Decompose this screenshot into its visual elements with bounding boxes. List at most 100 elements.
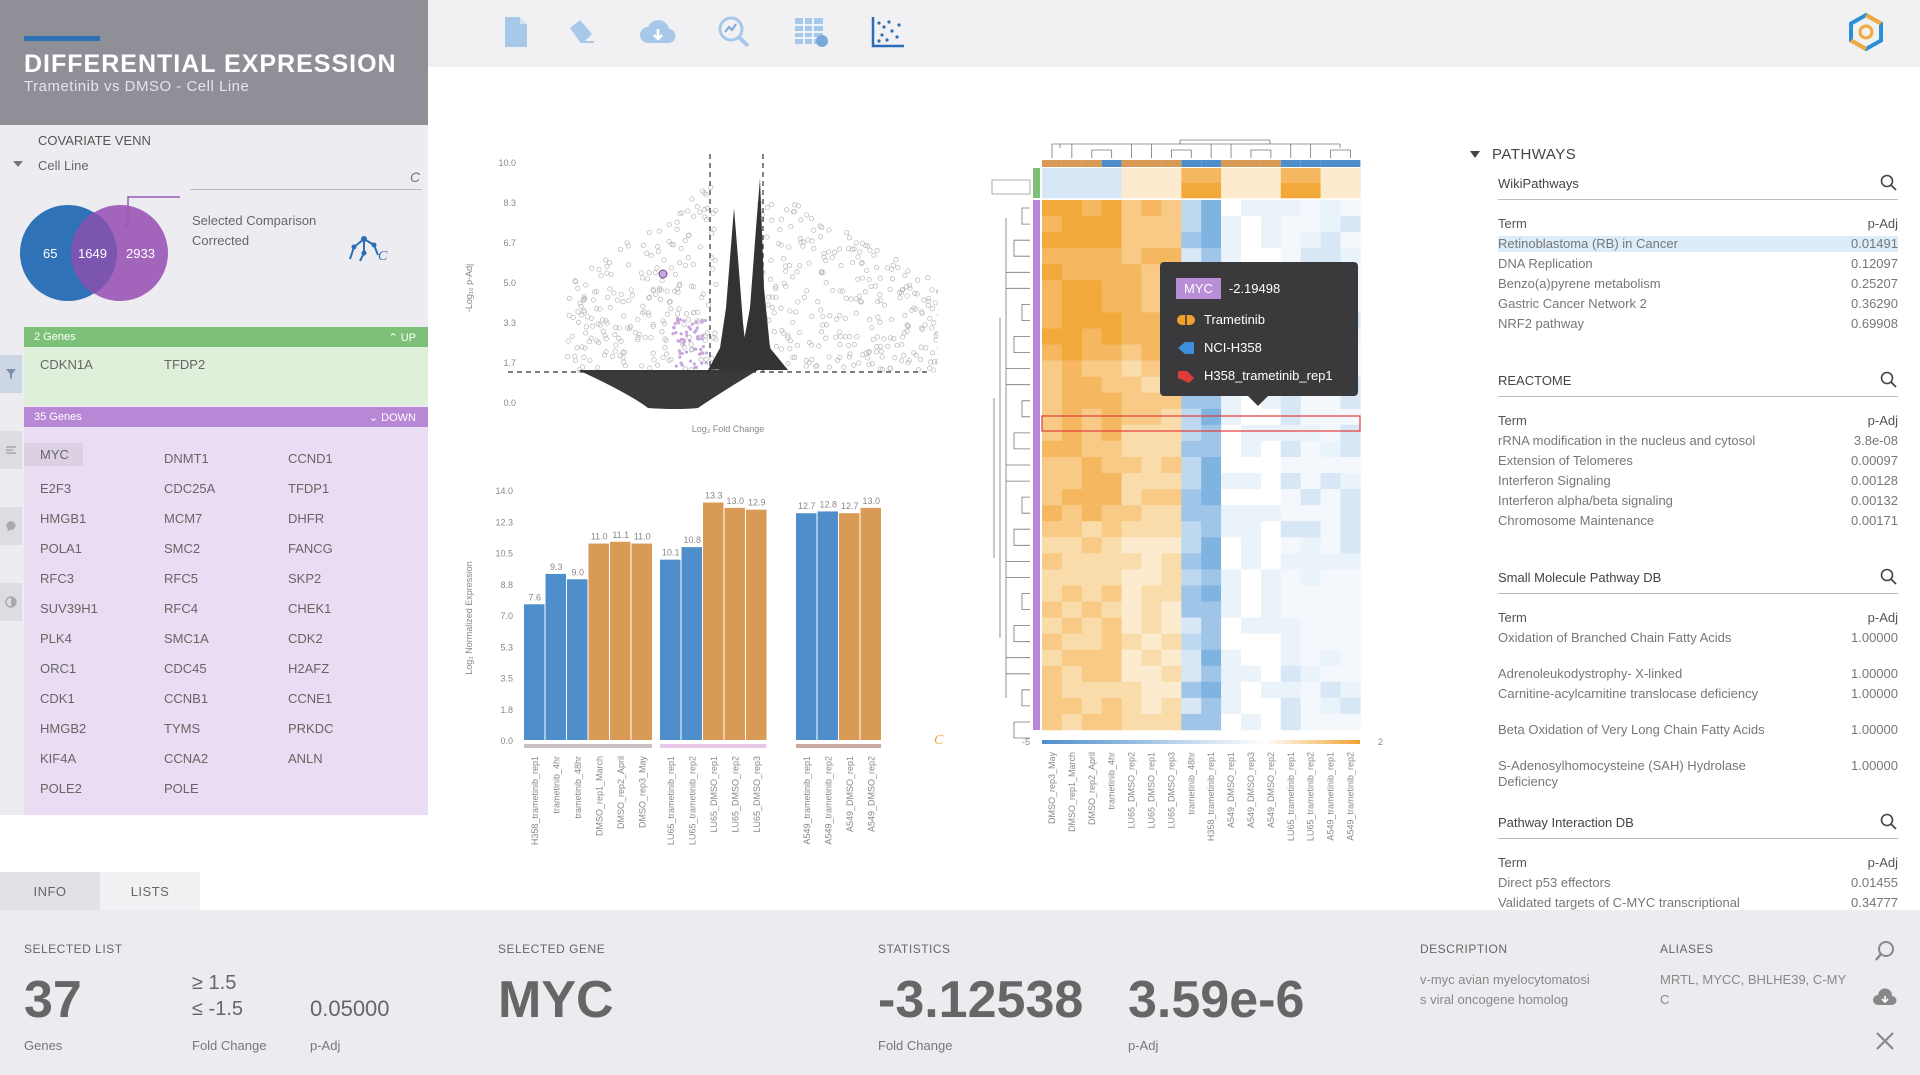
search-chart-icon[interactable] <box>714 14 754 50</box>
down-gene-item[interactable]: TFDP1 <box>288 481 330 496</box>
pathway-row[interactable]: Direct p53 effectors 0.01455 <box>1498 875 1898 891</box>
pathway-row[interactable]: Beta Oxidation of Very Long Chain Fatty … <box>1498 722 1898 738</box>
down-gene-item[interactable]: ORC1 <box>40 661 77 676</box>
heatmap-cell <box>1280 649 1301 667</box>
down-gene-item[interactable]: POLE <box>164 781 199 796</box>
up-list-header[interactable]: 2 Genes ⌃ UP <box>24 327 428 347</box>
search-icon[interactable] <box>1874 940 1896 967</box>
down-gene-item[interactable]: TYMS <box>164 721 201 736</box>
down-gene-item[interactable]: SKP2 <box>288 571 322 586</box>
pathway-row[interactable]: Adrenoleukodystrophy- X-linked 1.00000 <box>1498 666 1898 682</box>
genes-label: Genes <box>24 1038 63 1053</box>
pathway-row[interactable]: Validated targets of C-MYC transcription… <box>1498 895 1898 910</box>
volcano-plot[interactable]: -Log₁₀ p-Adj 10.0 8.3 6.7 5.0 3.3 1.7 0.0 Log₂… <box>458 148 938 444</box>
side-tab-filter[interactable] <box>0 355 22 393</box>
down-gene-item[interactable]: CCNE1 <box>288 691 333 706</box>
pathway-row[interactable]: Oxidation of Branched Chain Fatty Acids 1… <box>1498 630 1898 646</box>
down-gene-item[interactable]: CHEK1 <box>288 601 332 616</box>
pathway-db-header[interactable]: WikiPathways <box>1498 174 1898 200</box>
pathway-row[interactable]: Benzo(a)pyrene metabolism 0.25207 <box>1498 276 1898 292</box>
up-gene-item[interactable]: TFDP2 <box>164 357 206 372</box>
down-gene-item[interactable]: CDK1 <box>40 691 75 706</box>
down-gene-item[interactable]: HMGB1 <box>40 511 87 526</box>
table-view-icon[interactable] <box>792 14 832 50</box>
pathway-db-header[interactable]: Pathway Interaction DB <box>1498 813 1898 839</box>
down-gene-item[interactable]: RFC5 <box>164 571 198 586</box>
covariate-select[interactable]: Cell Line <box>38 158 89 173</box>
down-gene-item[interactable]: DNMT1 <box>164 451 209 466</box>
down-gene-item[interactable]: CCND1 <box>288 451 333 466</box>
down-gene-item[interactable]: H2AFZ <box>288 661 330 676</box>
logo-icon[interactable] <box>1846 12 1886 52</box>
side-tab-list[interactable] <box>0 431 22 469</box>
down-gene-item[interactable]: RFC4 <box>164 601 198 616</box>
down-gene-item[interactable]: CDK2 <box>288 631 323 646</box>
down-gene-item[interactable]: CCNB1 <box>164 691 209 706</box>
pathway-row[interactable]: Interferon alpha/beta signaling 0.00132 <box>1498 493 1898 509</box>
down-gene-item[interactable]: SMC2 <box>164 541 201 556</box>
pathway-row[interactable]: Interferon Signaling 0.00128 <box>1498 473 1898 489</box>
down-gene-item[interactable]: ANLN <box>288 751 323 766</box>
search-icon[interactable] <box>1880 174 1898 195</box>
bar-chart[interactable]: Log₂ Normalized Expression 14.0 12.3 10.5 8… <box>458 478 948 850</box>
pathway-row[interactable]: Carnitine-acylcarnitine translocase defi… <box>1498 686 1898 702</box>
venn-diagram[interactable]: 65 1649 2933 <box>16 202 176 304</box>
side-tab-comment[interactable] <box>0 507 22 545</box>
down-gene-item[interactable]: MYC <box>24 443 83 466</box>
down-gene-item[interactable]: SMC1A <box>164 631 209 646</box>
side-tab-contrast[interactable] <box>0 583 22 621</box>
down-gene-item[interactable]: RFC3 <box>40 571 74 586</box>
pathways-header[interactable]: PATHWAYS <box>1470 146 1576 163</box>
down-gene-item[interactable]: POLE2 <box>40 781 82 796</box>
up-gene-item[interactable]: CDKN1A <box>40 357 93 372</box>
down-gene-item[interactable]: DHFR <box>288 511 325 526</box>
pathway-row[interactable]: Gastric Cancer Network 2 0.36290 <box>1498 296 1898 312</box>
heatmap-selected-row[interactable] <box>1041 415 1361 432</box>
cloud-download-icon[interactable] <box>638 14 678 50</box>
bar-value-label: 11.1 <box>612 530 629 540</box>
pathway-row[interactable]: Retinoblastoma (RB) in Cancer 0.01491 <box>1498 236 1898 252</box>
pathway-db-header[interactable]: REACTOME <box>1498 371 1898 397</box>
close-icon[interactable] <box>1874 1030 1896 1057</box>
pathway-row[interactable]: Chromosome Maintenance 0.00171 <box>1498 513 1898 529</box>
down-list-header[interactable]: 35 Genes ⌄ DOWN <box>24 407 428 427</box>
pathway-db-header[interactable]: Small Molecule Pathway DB <box>1498 568 1898 594</box>
down-toggle[interactable]: ⌄ DOWN <box>369 411 416 424</box>
scatter-plot-icon[interactable] <box>868 14 908 50</box>
down-gene-item[interactable]: CDC45 <box>164 661 207 676</box>
down-gene-item[interactable]: FANCG <box>288 541 333 556</box>
pathway-row[interactable]: S-Adenosylhomocysteine (SAH) Hydrolase D… <box>1498 758 1898 790</box>
tab-info[interactable]: INFO <box>0 872 100 910</box>
volcano-selected-point[interactable] <box>658 269 668 279</box>
pathway-row[interactable]: rRNA modification in the nucleus and cyt… <box>1498 433 1898 449</box>
aliases-line: C <box>1660 992 1670 1007</box>
heatmap[interactable]: -5 2 DMSO_rep3_May DMSO_rep1_March DMSO_re… <box>980 138 1450 858</box>
up-toggle[interactable]: ⌃ UP <box>388 331 416 344</box>
file-icon[interactable] <box>496 14 536 50</box>
down-gene-item[interactable]: KIF4A <box>40 751 77 766</box>
search-icon[interactable] <box>1880 568 1898 589</box>
down-gene-item[interactable]: SUV39H1 <box>40 601 98 616</box>
collapse-arrow-icon[interactable] <box>13 161 23 167</box>
down-gene-item[interactable]: MCM7 <box>164 511 203 526</box>
down-gene-item[interactable]: CDC25A <box>164 481 216 496</box>
tab-lists[interactable]: LISTS <box>100 872 200 910</box>
down-gene-item[interactable]: PLK4 <box>40 631 72 646</box>
bar-value-label: 9.3 <box>550 562 563 572</box>
volcano-point <box>873 349 879 355</box>
search-icon[interactable] <box>1880 371 1898 392</box>
down-gene-item[interactable]: PRKDC <box>288 721 334 736</box>
down-gene-item[interactable]: POLA1 <box>40 541 82 556</box>
network-icon[interactable]: C <box>346 233 390 270</box>
pathway-row[interactable]: Extension of Telomeres 0.00097 <box>1498 453 1898 469</box>
bar-marks: 7.69.39.011.0 11.1 11.010.110.813.313.0 12.… <box>524 491 881 748</box>
pathway-row[interactable]: DNA Replication 0.12097 <box>1498 256 1898 272</box>
cloud-download-icon[interactable] <box>1872 988 1898 1013</box>
search-icon[interactable] <box>1880 813 1898 834</box>
down-gene-item[interactable]: E2F3 <box>40 481 72 496</box>
down-gene-item[interactable]: HMGB2 <box>40 721 87 736</box>
down-gene-item[interactable]: CCNA2 <box>164 751 209 766</box>
pathways-collapse-icon[interactable] <box>1470 151 1480 158</box>
eraser-icon[interactable] <box>562 14 602 50</box>
pathway-row[interactable]: NRF2 pathway 0.69908 <box>1498 316 1898 332</box>
